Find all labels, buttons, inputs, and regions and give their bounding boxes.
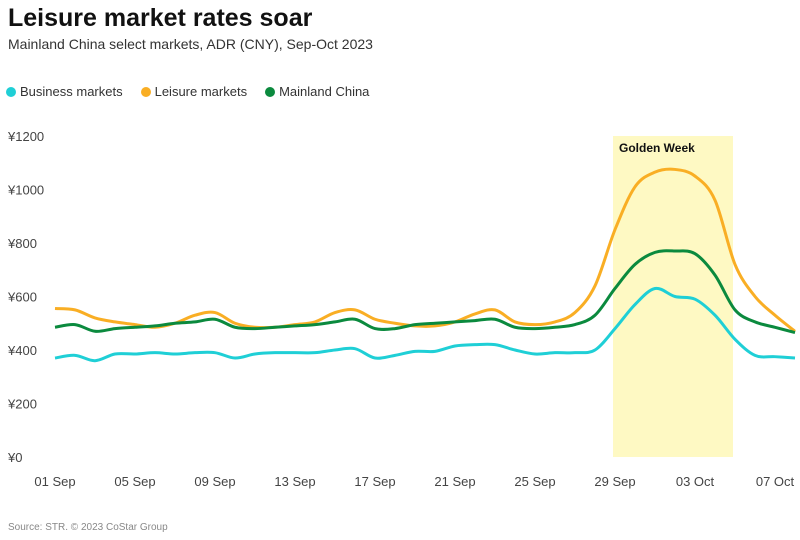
series-line-mainland-china xyxy=(54,249,796,335)
x-tick-label: 13 Sep xyxy=(274,474,315,489)
x-tick-label: 01 Sep xyxy=(34,474,75,489)
x-tick-label: 09 Sep xyxy=(194,474,235,489)
source-note: Source: STR. © 2023 CoStar Group xyxy=(8,522,168,533)
chart-title: Leisure market rates soar xyxy=(8,4,313,32)
x-tick-label: 25 Sep xyxy=(514,474,555,489)
x-tick-label: 03 Oct xyxy=(676,474,715,489)
x-tick-label: 29 Sep xyxy=(594,474,635,489)
legend-swatch xyxy=(6,86,16,97)
y-tick-label: ¥1000 xyxy=(7,183,44,198)
chart-subtitle: Mainland China select markets, ADR (CNY)… xyxy=(8,36,373,52)
legend-label: Business markets xyxy=(20,84,123,99)
y-tick-label: ¥0 xyxy=(7,450,22,465)
y-tick-label: ¥1200 xyxy=(7,129,44,144)
y-tick-label: ¥600 xyxy=(7,290,37,305)
y-tick-label: ¥400 xyxy=(7,343,37,358)
legend-item: Business markets xyxy=(6,84,123,99)
legend-item: Leisure markets xyxy=(140,84,248,99)
legend-label: Mainland China xyxy=(279,84,370,99)
x-tick-label: 07 Oct xyxy=(756,474,795,489)
annotation-label: Golden Week xyxy=(619,141,695,155)
y-tick-label: ¥800 xyxy=(7,236,37,251)
x-tick-label: 21 Sep xyxy=(434,474,475,489)
legend: Business markets Leisure markets Mainland … xyxy=(6,84,369,99)
legend-label: Leisure markets xyxy=(154,84,248,99)
series-line-business-markets xyxy=(54,286,796,363)
legend-swatch xyxy=(140,86,151,97)
x-tick-label: 05 Sep xyxy=(114,474,155,489)
y-tick-label: ¥200 xyxy=(7,397,37,412)
x-tick-label: 17 Sep xyxy=(354,474,395,489)
legend-swatch xyxy=(265,86,276,97)
legend-item: Mainland China xyxy=(265,84,369,99)
